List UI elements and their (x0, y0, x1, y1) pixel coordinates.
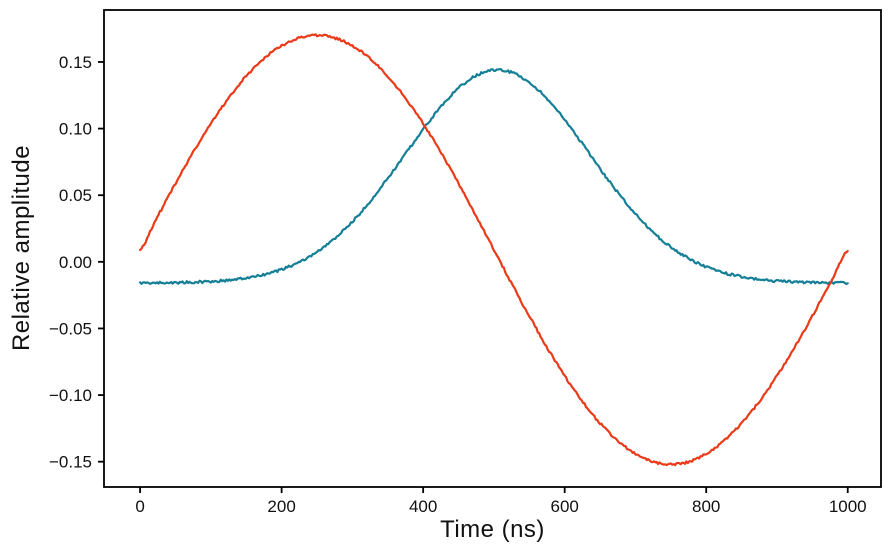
x-tick-label: 400 (409, 497, 437, 516)
x-tick-label: 800 (692, 497, 720, 516)
x-tick-label: 0 (135, 497, 144, 516)
x-tick-label: 600 (550, 497, 578, 516)
series-line-gaussian-response-curve (139, 68, 849, 286)
y-tick-label: 0.00 (59, 253, 92, 272)
y-axis-title: Relative amplitude (8, 144, 35, 352)
x-axis-title: Time (ns) (440, 516, 545, 543)
y-tick-label: −0.10 (49, 386, 92, 405)
x-tick-label: 1000 (829, 497, 867, 516)
x-tick-label: 200 (267, 497, 295, 516)
series-line-sine-drive-curve (139, 33, 849, 467)
plot-border (103, 9, 882, 488)
y-tick-label: −0.15 (49, 453, 92, 472)
y-tick-label: −0.05 (49, 319, 92, 338)
y-tick-label: 0.15 (59, 53, 92, 72)
y-tick-label: 0.05 (59, 186, 92, 205)
y-tick-label: 0.10 (59, 120, 92, 139)
